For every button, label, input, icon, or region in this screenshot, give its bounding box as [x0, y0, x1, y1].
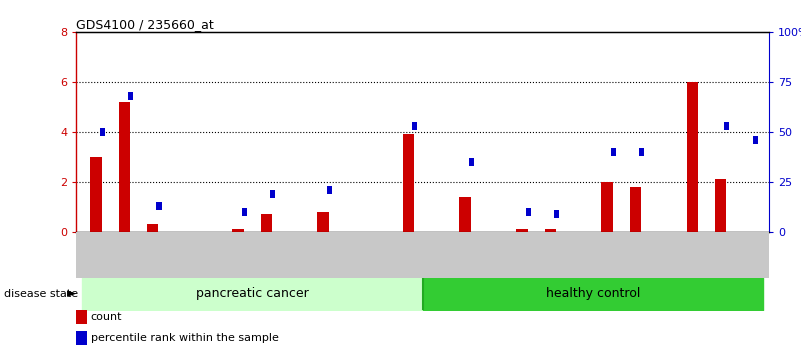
Text: percentile rank within the sample: percentile rank within the sample [91, 333, 279, 343]
Bar [639, 148, 644, 156]
Bar [147, 224, 159, 232]
Text: count: count [91, 312, 122, 322]
Text: disease state: disease state [4, 289, 78, 299]
Bar [412, 122, 417, 130]
Bar [232, 229, 244, 232]
Bar [327, 186, 332, 194]
Text: GDS4100 / 235660_at: GDS4100 / 235660_at [76, 18, 214, 31]
Bar [469, 158, 474, 166]
Bar [317, 212, 329, 232]
Bar [99, 128, 105, 136]
Bar [724, 122, 730, 130]
Bar [686, 82, 698, 232]
Bar [516, 229, 528, 232]
Bar [460, 197, 471, 232]
Text: ►: ► [66, 287, 76, 300]
Bar [525, 208, 531, 216]
Bar [611, 148, 616, 156]
Bar [715, 179, 727, 232]
Bar [156, 202, 162, 210]
Bar [545, 229, 556, 232]
Bar [270, 190, 276, 198]
Bar [554, 210, 559, 218]
Bar [119, 102, 130, 232]
Bar [260, 215, 272, 232]
Text: healthy control: healthy control [545, 287, 640, 300]
Bar [753, 136, 758, 144]
Bar [602, 182, 613, 232]
Bar [242, 208, 247, 216]
Bar [630, 187, 641, 232]
Bar [91, 157, 102, 232]
Text: pancreatic cancer: pancreatic cancer [195, 287, 308, 300]
Bar [128, 92, 133, 100]
Bar [403, 135, 414, 232]
